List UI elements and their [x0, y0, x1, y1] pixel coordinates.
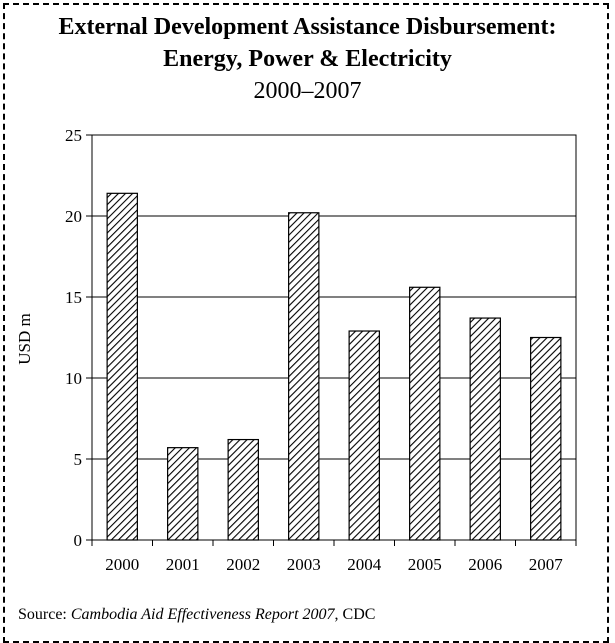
gridlines: [92, 134, 576, 460]
chart-title-line-2: Energy, Power & Electricity: [163, 46, 452, 72]
source-report-title: Cambodia Aid Effectiveness Report 2007: [70, 606, 335, 623]
y-tick-label: 5: [74, 450, 83, 469]
y-tick-label: 15: [65, 288, 82, 307]
source-note: Source: Cambodia Aid Effectiveness Repor…: [18, 606, 375, 624]
source-suffix: , CDC: [334, 606, 376, 623]
axes: [86, 134, 577, 546]
x-tick-label: 2007: [529, 555, 564, 574]
chart-title-line-1: External Development Assistance Disburse…: [58, 14, 557, 40]
y-tick-label: 10: [65, 369, 82, 388]
x-tick-label: 2001: [166, 555, 200, 574]
source-prefix: Source:: [18, 606, 71, 623]
x-tick-label: 2005: [408, 555, 442, 574]
y-tick-label: 20: [65, 207, 82, 226]
bars: [106, 192, 562, 541]
x-tick-labels: 2000 2001 2002 2003 2004 2005 2006 2007: [105, 555, 563, 574]
y-tick-labels: 0 5 10 15 20 25: [65, 126, 82, 550]
y-tick-label: 25: [65, 126, 82, 145]
plot-area-border: [91, 134, 577, 541]
bar-2001: [167, 447, 199, 541]
y-axis-label: USD m: [15, 313, 34, 364]
bar-2006: [469, 317, 501, 541]
x-tick-label: 2004: [347, 555, 382, 574]
bar-2004: [348, 330, 380, 541]
bar-2002: [227, 438, 259, 541]
bar-2007: [530, 336, 562, 541]
y-tick-label: 0: [74, 531, 83, 550]
bar-2005: [409, 286, 441, 541]
x-tick-label: 2002: [226, 555, 260, 574]
bar-2003: [288, 212, 320, 541]
x-tick-label: 2006: [468, 555, 502, 574]
x-tick-label: 2003: [287, 555, 321, 574]
bar-2000: [106, 192, 138, 541]
x-tick-label: 2000: [105, 555, 139, 574]
chart-subtitle: 2000–2007: [253, 78, 362, 104]
